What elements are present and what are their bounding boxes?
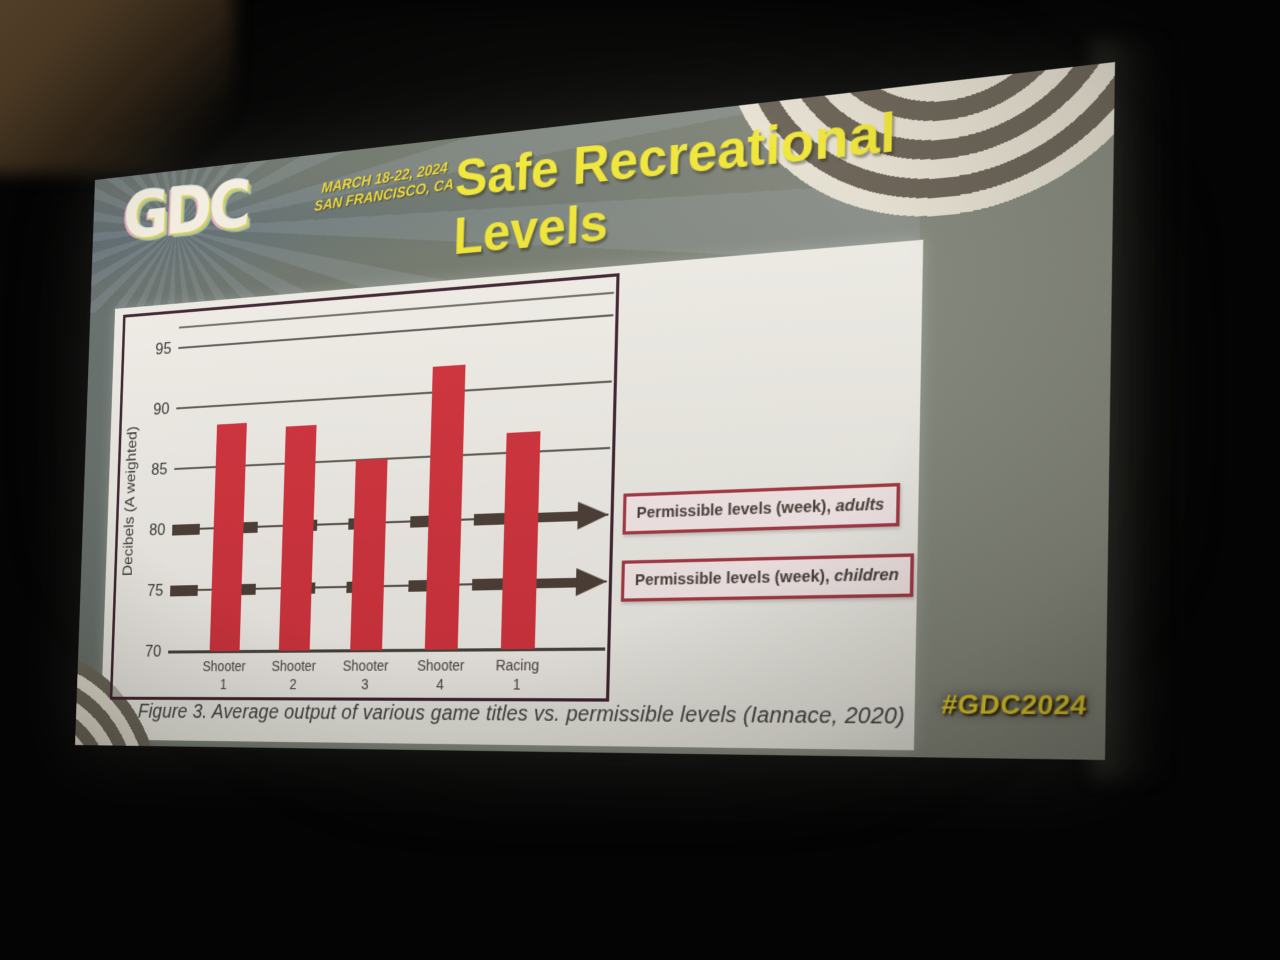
y-tick-label: 90 (122, 399, 170, 421)
y-tick-label: 70 (114, 642, 162, 662)
x-category-label: Racing 1 (474, 655, 561, 694)
gridline (176, 380, 612, 409)
x-category-label: Shooter 2 (254, 657, 333, 694)
bar (350, 459, 387, 651)
reference-label-children: Permissible levels (week), children (621, 553, 915, 601)
bar (210, 422, 247, 651)
y-axis-title: Decibels (A weighted) (121, 426, 141, 577)
x-category-line2: 1 (186, 675, 262, 693)
x-category-line1: Racing (475, 655, 561, 675)
y-tick-label: 95 (124, 339, 172, 362)
reference-label-emphasis: adults (835, 495, 884, 515)
y-tick-label: 75 (116, 581, 164, 602)
x-category-line1: Shooter (325, 656, 406, 675)
reference-label-text: Permissible levels (week), (636, 497, 835, 522)
gridline (178, 314, 613, 349)
arrow-icon (577, 501, 608, 530)
x-category-line2: 3 (325, 675, 406, 694)
figure-chart: 95 90 85 80 75 70 Decibels (A weighted) Shooter… (110, 273, 620, 702)
x-category-line2: 1 (474, 675, 560, 695)
x-category-label: Shooter 3 (325, 656, 407, 694)
x-category-label: Shooter 1 (186, 657, 263, 694)
slide: GDC MARCH 18-22, 2024 SAN FRANCISCO, CA … (75, 62, 1115, 760)
x-category-line1: Shooter (399, 656, 483, 675)
bar (279, 425, 317, 651)
x-category-line1: Shooter (186, 657, 262, 675)
x-category-line2: 2 (254, 675, 333, 694)
figure-caption: Figure 3. Average output of various game… (138, 701, 906, 731)
reference-label-text: Permissible levels (week), (635, 567, 835, 589)
x-category-label: Shooter 4 (399, 656, 483, 694)
photo-scene: GDC MARCH 18-22, 2024 SAN FRANCISCO, CA … (0, 0, 1280, 960)
reference-label-emphasis: children (834, 566, 899, 586)
gdc-logo: GDC (122, 166, 249, 254)
arrow-icon (576, 567, 608, 596)
bar (425, 365, 466, 650)
x-category-line2: 4 (399, 675, 483, 694)
x-category-line1: Shooter (255, 657, 334, 676)
bar (501, 432, 541, 650)
hashtag-badge: #GDC2024 (940, 689, 1089, 721)
